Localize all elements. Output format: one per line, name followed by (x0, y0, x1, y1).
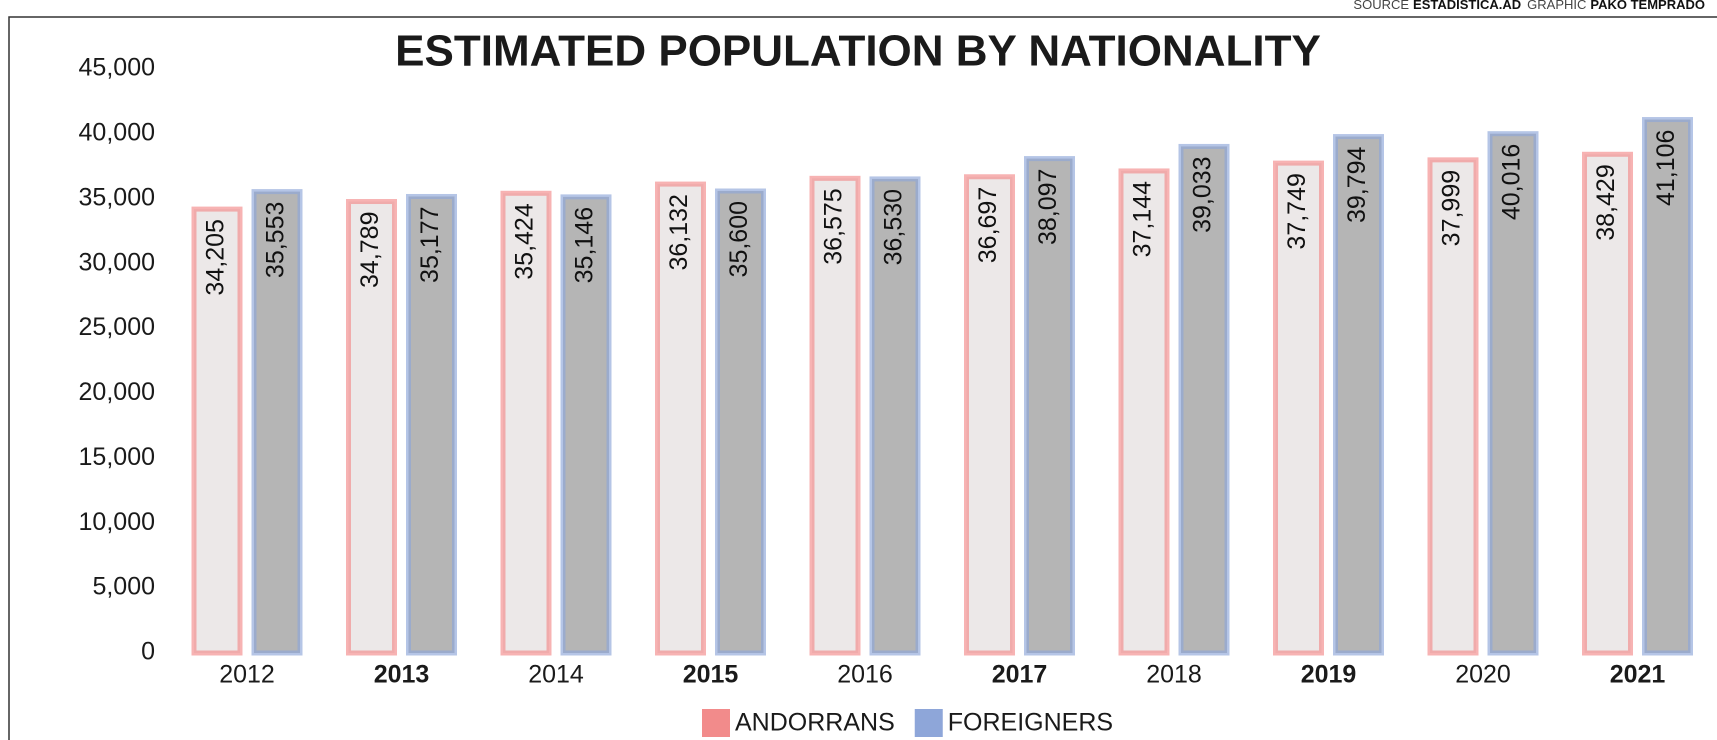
data-label: 36,575 (820, 188, 848, 264)
credit-label: SOURCE (1353, 0, 1409, 12)
y-tick-label: 10,000 (79, 508, 155, 536)
legend-label: FOREIGNERS (948, 709, 1113, 737)
y-tick-label: 0 (141, 638, 155, 666)
data-label: 34,205 (202, 219, 230, 295)
chart: ESTIMATED POPULATION BY NATIONALITY SOUR… (0, 0, 1717, 740)
data-label: 38,429 (1592, 164, 1620, 240)
chart-title: ESTIMATED POPULATION BY NATIONALITY (395, 27, 1321, 76)
data-label: 34,789 (356, 212, 384, 288)
x-tick-label: 2015 (683, 661, 739, 689)
x-tick-label: 2019 (1301, 661, 1357, 689)
credit-label: GRAPHIC (1527, 0, 1586, 12)
legend-label: ANDORRANS (735, 709, 895, 737)
data-label: 37,749 (1283, 173, 1311, 249)
legend-swatch (915, 709, 943, 737)
y-tick-label: 40,000 (79, 118, 155, 146)
page: {"chart_data": { "type": "bar", "title":… (0, 0, 1717, 740)
x-tick-label: 2021 (1610, 661, 1666, 689)
data-label: 39,794 (1343, 146, 1371, 223)
y-tick-label: 45,000 (79, 54, 155, 82)
x-tick-label: 2020 (1455, 661, 1511, 689)
credit-text: ESTADISTICA.AD (1413, 0, 1521, 12)
x-tick-label: 2017 (992, 661, 1048, 689)
data-label: 37,999 (1438, 170, 1466, 246)
y-tick-label: 25,000 (79, 313, 155, 341)
y-tick-label: 35,000 (79, 183, 155, 211)
data-label: 39,033 (1189, 156, 1217, 232)
data-label: 38,097 (1034, 169, 1062, 245)
y-tick-label: 30,000 (79, 248, 155, 276)
data-label: 36,132 (665, 194, 693, 270)
data-label: 40,016 (1498, 144, 1526, 220)
data-label: 35,146 (571, 207, 599, 283)
x-tick-label: 2016 (837, 661, 893, 689)
x-tick-label: 2014 (528, 661, 584, 689)
x-tick-label: 2012 (219, 661, 275, 689)
x-tick-label: 2013 (374, 661, 430, 689)
data-label: 35,424 (511, 203, 539, 280)
y-tick-label: 20,000 (79, 378, 155, 406)
credit-text: PAKO TEMPRADO (1590, 0, 1705, 12)
x-tick-label: 2018 (1146, 661, 1202, 689)
data-label: 35,553 (262, 202, 290, 278)
data-label: 35,600 (725, 201, 753, 277)
credits: SOURCE ESTADISTICA.AD GRAPHIC PAKO TEMPRADO (1353, 0, 1705, 12)
y-tick-label: 5,000 (92, 573, 155, 601)
data-label: 35,177 (416, 206, 444, 282)
data-label: 41,106 (1652, 130, 1680, 206)
data-label: 37,144 (1129, 181, 1157, 258)
legend-swatch (702, 709, 730, 737)
data-label: 36,697 (974, 187, 1002, 263)
data-label: 36,530 (880, 189, 908, 265)
y-tick-label: 15,000 (79, 443, 155, 471)
